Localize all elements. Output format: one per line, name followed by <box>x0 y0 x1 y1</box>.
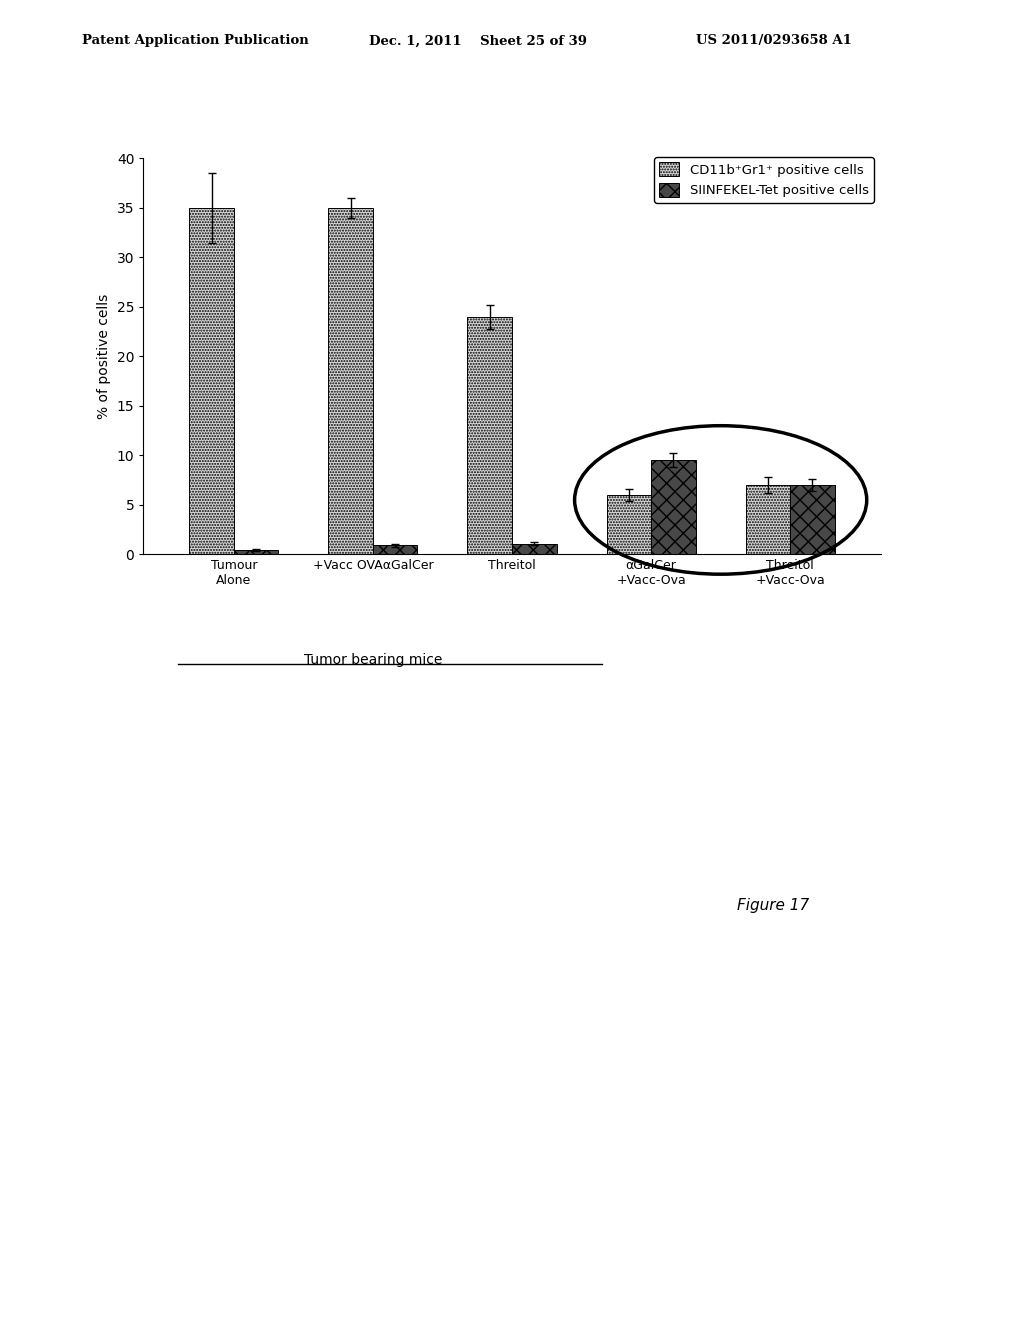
Legend: CD11b⁺Gr1⁺ positive cells, SIINFEKEL-Tet positive cells: CD11b⁺Gr1⁺ positive cells, SIINFEKEL-Tet… <box>654 157 874 203</box>
Bar <box>233 550 279 554</box>
Bar <box>189 209 233 554</box>
Y-axis label: % of positive cells: % of positive cells <box>97 294 112 418</box>
Bar <box>468 317 512 554</box>
Bar <box>745 486 791 554</box>
Bar <box>329 209 373 554</box>
Text: Dec. 1, 2011    Sheet 25 of 39: Dec. 1, 2011 Sheet 25 of 39 <box>369 34 587 48</box>
Text: Patent Application Publication: Patent Application Publication <box>82 34 308 48</box>
Text: US 2011/0293658 A1: US 2011/0293658 A1 <box>696 34 852 48</box>
Text: Tumor bearing mice: Tumor bearing mice <box>304 653 442 668</box>
Bar <box>606 495 651 554</box>
Bar <box>512 544 556 554</box>
Bar <box>791 486 835 554</box>
Bar <box>373 545 418 554</box>
Bar <box>651 461 695 554</box>
Text: Figure 17: Figure 17 <box>737 898 810 912</box>
